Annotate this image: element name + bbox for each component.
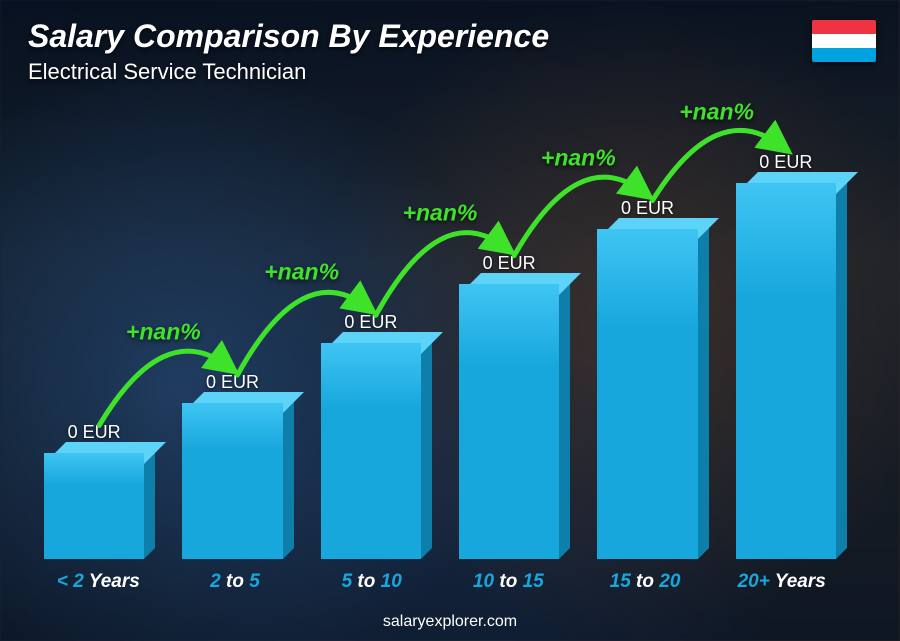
header: Salary Comparison By Experience Electric… [28, 18, 549, 85]
flag-stripe-top [812, 20, 876, 34]
chart-subtitle: Electrical Service Technician [28, 59, 549, 85]
bar-front [459, 284, 559, 559]
bar-value-label: 0 EUR [68, 422, 121, 443]
bar [321, 343, 421, 559]
bar-side-face [559, 273, 570, 559]
bar [597, 229, 697, 559]
bar-side-face [698, 218, 709, 559]
bar-side-face [836, 172, 847, 559]
bar-front [182, 403, 282, 559]
x-axis-label: 20+ Years [713, 571, 850, 593]
bar-column: 0 EUR [583, 100, 711, 559]
bars-container: 0 EUR 0 EUR 0 EUR 0 EUR 0 EUR 0 EUR [30, 100, 850, 559]
x-axis-label: 15 to 20 [577, 571, 714, 593]
bar-chart: 0 EUR0 EUR0 EUR0 EUR0 EUR0 EUR +nan%+nan… [30, 100, 850, 593]
x-axis-label: 5 to 10 [303, 571, 440, 593]
bar-side-face [421, 332, 432, 559]
country-flag [812, 20, 876, 62]
bar-value-label: 0 EUR [206, 372, 259, 393]
flag-stripe-bottom [812, 48, 876, 62]
bar [459, 284, 559, 559]
bar-value-label: 0 EUR [483, 253, 536, 274]
bar-column: 0 EUR [445, 100, 573, 559]
bar-column: 0 EUR [30, 100, 158, 559]
bar-value-label: 0 EUR [759, 152, 812, 173]
x-axis-label: 10 to 15 [440, 571, 577, 593]
bar-column: 0 EUR [722, 100, 850, 559]
bar-front [597, 229, 697, 559]
chart-title: Salary Comparison By Experience [28, 18, 549, 55]
x-axis-labels: < 2 Years2 to 55 to 1010 to 1515 to 2020… [30, 571, 850, 593]
bar-front [321, 343, 421, 559]
bar [736, 183, 836, 559]
flag-stripe-mid [812, 34, 876, 48]
x-axis-label: 2 to 5 [167, 571, 304, 593]
bar-front [736, 183, 836, 559]
bar [182, 403, 282, 559]
bar-value-label: 0 EUR [344, 312, 397, 333]
bar-front [44, 453, 144, 559]
bar-side-face [283, 392, 294, 559]
bar-column: 0 EUR [168, 100, 296, 559]
bar-value-label: 0 EUR [621, 198, 674, 219]
footer-attribution: salaryexplorer.com [0, 613, 900, 631]
x-axis-label: < 2 Years [30, 571, 167, 593]
bar [44, 453, 144, 559]
chart-stage: Salary Comparison By Experience Electric… [0, 0, 900, 641]
bar-column: 0 EUR [307, 100, 435, 559]
